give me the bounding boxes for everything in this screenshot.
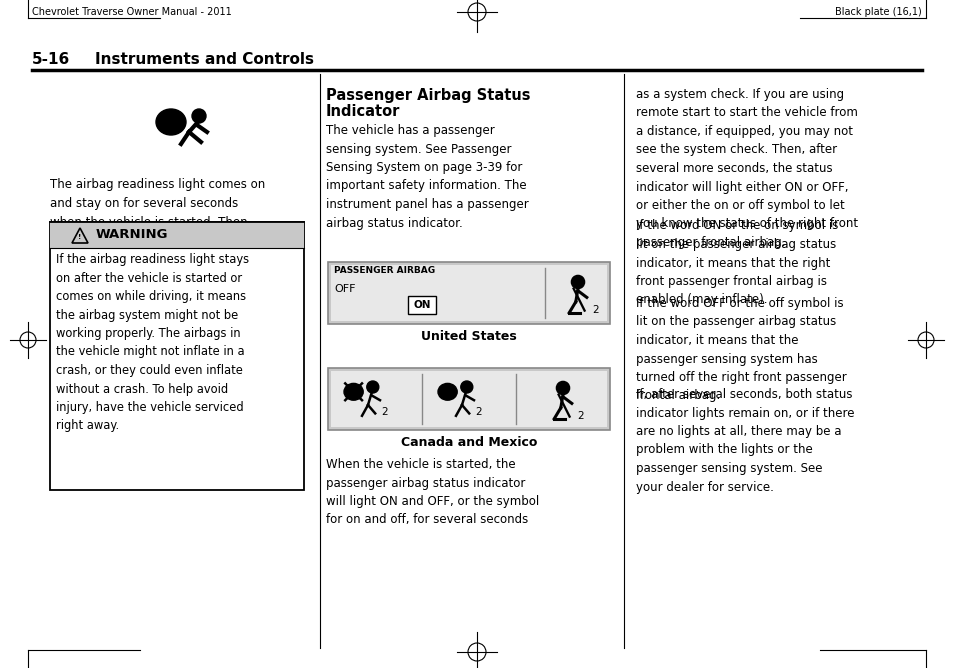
Text: Chevrolet Traverse Owner Manual - 2011: Chevrolet Traverse Owner Manual - 2011 bbox=[32, 7, 232, 17]
Text: The vehicle has a passenger
sensing system. See Passenger
Sensing System on page: The vehicle has a passenger sensing syst… bbox=[326, 124, 528, 230]
Text: Black plate (16,1): Black plate (16,1) bbox=[835, 7, 921, 17]
Text: WARNING: WARNING bbox=[96, 228, 169, 242]
Bar bbox=[50, 222, 304, 248]
Ellipse shape bbox=[156, 109, 186, 135]
Text: If, after several seconds, both status
indicator lights remain on, or if there
a: If, after several seconds, both status i… bbox=[636, 388, 854, 494]
Text: 2: 2 bbox=[577, 411, 583, 421]
Bar bbox=[331, 371, 606, 427]
Bar bbox=[408, 296, 436, 314]
Text: 2: 2 bbox=[381, 407, 388, 417]
Text: as a system check. If you are using
remote start to start the vehicle from
a dis: as a system check. If you are using remo… bbox=[636, 88, 858, 249]
Bar bbox=[50, 222, 304, 490]
Circle shape bbox=[366, 381, 378, 393]
Text: Instruments and Controls: Instruments and Controls bbox=[95, 53, 314, 67]
Text: 2: 2 bbox=[476, 407, 481, 417]
Ellipse shape bbox=[437, 383, 456, 400]
Circle shape bbox=[556, 381, 569, 395]
Text: 2: 2 bbox=[592, 305, 598, 315]
Text: The airbag readiness light comes on
and stay on for several seconds
when the veh: The airbag readiness light comes on and … bbox=[50, 178, 265, 248]
Bar bbox=[328, 368, 609, 430]
Ellipse shape bbox=[344, 383, 363, 400]
Text: Indicator: Indicator bbox=[326, 104, 400, 119]
Text: 5-16: 5-16 bbox=[32, 53, 71, 67]
Text: If the word OFF or the off symbol is
lit on the passenger airbag status
indicato: If the word OFF or the off symbol is lit… bbox=[636, 297, 846, 403]
Circle shape bbox=[571, 275, 584, 289]
Bar bbox=[331, 265, 606, 321]
Text: OFF: OFF bbox=[334, 284, 355, 294]
Text: PASSENGER AIRBAG: PASSENGER AIRBAG bbox=[334, 266, 435, 275]
Text: !: ! bbox=[78, 234, 82, 240]
Circle shape bbox=[460, 381, 473, 393]
Text: Canada and Mexico: Canada and Mexico bbox=[400, 436, 537, 449]
Text: If the word ON or the on symbol is
lit on the passenger airbag status
indicator,: If the word ON or the on symbol is lit o… bbox=[636, 220, 838, 307]
Bar bbox=[328, 262, 609, 324]
Text: United States: United States bbox=[420, 330, 517, 343]
Text: When the vehicle is started, the
passenger airbag status indicator
will light ON: When the vehicle is started, the passeng… bbox=[326, 458, 538, 526]
Text: ON: ON bbox=[413, 300, 431, 310]
Text: Passenger Airbag Status: Passenger Airbag Status bbox=[326, 88, 530, 103]
Circle shape bbox=[192, 109, 206, 123]
Text: If the airbag readiness light stays
on after the vehicle is started or
comes on : If the airbag readiness light stays on a… bbox=[56, 253, 249, 432]
